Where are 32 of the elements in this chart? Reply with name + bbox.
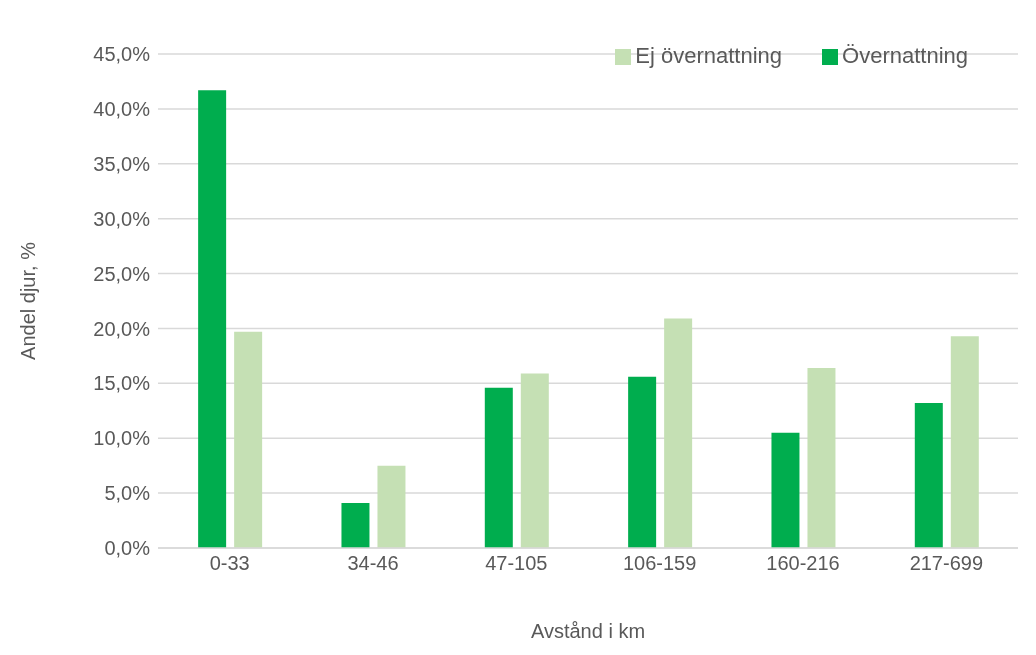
bar xyxy=(914,403,943,548)
y-tick-label: 30,0% xyxy=(93,207,151,230)
y-tick-label: 25,0% xyxy=(93,262,151,285)
x-axis-title: Avstånd i km xyxy=(530,620,646,642)
y-tick-label: 10,0% xyxy=(93,427,151,450)
x-tick-label: 106-159 xyxy=(622,552,697,575)
x-tick-label: 47-105 xyxy=(485,552,548,575)
x-tick-label: 34-46 xyxy=(347,552,399,575)
bar xyxy=(377,465,406,548)
bar xyxy=(198,90,227,548)
y-tick-label: 40,0% xyxy=(93,97,151,120)
x-tick-label: 217-699 xyxy=(909,552,984,575)
bar xyxy=(234,331,263,548)
y-tick-label: 45,0% xyxy=(93,43,151,66)
bar xyxy=(950,336,979,548)
bar xyxy=(520,373,549,548)
x-tick-label: 0-33 xyxy=(209,552,250,575)
bar xyxy=(628,376,657,548)
y-tick-label: 35,0% xyxy=(93,152,151,175)
y-tick-label: 5,0% xyxy=(104,482,151,505)
bar xyxy=(664,318,693,548)
y-axis-title: Andel djur, % xyxy=(17,241,40,360)
bar xyxy=(341,502,370,548)
y-tick-label: 15,0% xyxy=(93,372,151,395)
bar xyxy=(771,432,800,548)
legend-label: Övernattning xyxy=(842,43,968,68)
y-tick-label: 20,0% xyxy=(93,317,151,340)
bar xyxy=(484,387,513,548)
legend-label: Ej övernattning xyxy=(635,43,783,68)
x-tick-label: 160-216 xyxy=(766,552,840,575)
y-tick-label: 0,0% xyxy=(104,537,151,560)
bar xyxy=(807,367,836,548)
